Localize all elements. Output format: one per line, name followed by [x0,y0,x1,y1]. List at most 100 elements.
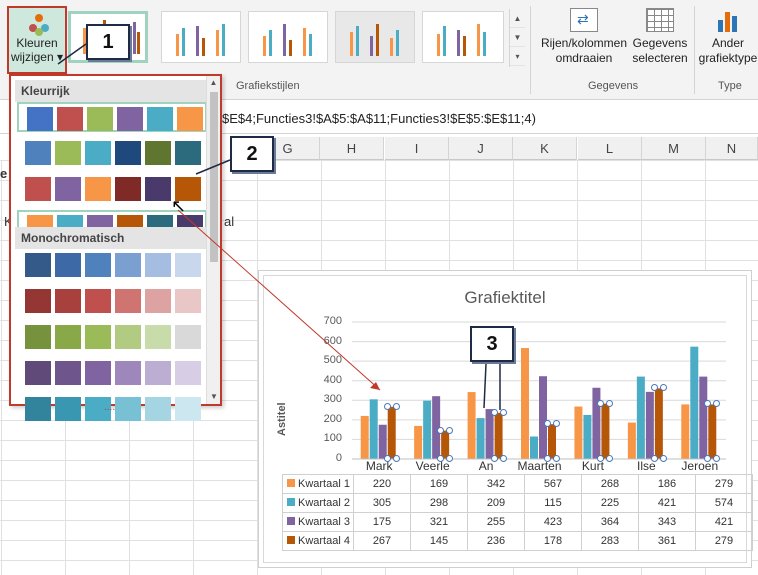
mono-palette-row[interactable] [17,250,207,280]
column-header-n[interactable]: N [706,137,758,160]
dropdown-scrollbar[interactable]: ▲ ▼ [206,76,220,404]
bar-chart-icon [714,8,742,32]
legend-key: Kwartaal 4 [282,531,354,551]
selection-handle[interactable] [490,455,498,462]
color-swatch [27,107,53,131]
legend-key: Kwartaal 3 [282,512,354,532]
selection-handle[interactable] [499,455,507,462]
data-table-cell: 321 [410,512,468,532]
callout-3: 3 [470,326,514,362]
selection-handle[interactable] [553,420,560,428]
color-swatch [85,253,111,277]
data-table-cell: 567 [524,474,582,494]
colorful-palette-row[interactable] [17,102,207,132]
gallery-scroll[interactable]: ▲ ▼ ▾ [509,9,525,67]
legend-key: Kwartaal 2 [282,493,354,513]
more-icon[interactable]: ▾ [510,47,525,66]
selection-handle[interactable] [446,426,454,434]
color-swatch [55,325,81,349]
selection-handle[interactable] [499,408,507,416]
color-swatch [55,253,81,277]
color-swatch [85,141,111,165]
data-table-cell: 220 [353,474,411,494]
data-table-cell: 361 [638,531,696,551]
chart-style-thumb[interactable] [248,11,328,63]
color-swatch [175,289,201,313]
data-table-cell: 186 [638,474,696,494]
axis-title[interactable]: Astitel [276,402,288,436]
color-swatch [55,177,81,201]
data-table-cell: 175 [353,512,411,532]
selection-handle[interactable] [437,455,445,462]
switch-icon: ⇄ [570,8,598,32]
resize-grip-icon[interactable]: .... [104,402,116,413]
scroll-thumb[interactable] [210,92,218,262]
switch-row-column-button[interactable]: ⇄ Rijen/kolommen omdraaien [538,8,630,66]
selection-handle[interactable] [659,384,667,392]
selection-handle[interactable] [713,455,721,462]
selection-handle[interactable] [704,455,712,462]
chart-style-thumb[interactable] [335,11,415,63]
selection-handle[interactable] [597,399,605,407]
selection-handle[interactable] [606,455,614,462]
legend-swatch [287,498,295,506]
column-header-k[interactable]: K [513,137,577,160]
selection-handle[interactable] [490,408,498,416]
selection-handle[interactable] [606,399,614,407]
mono-palette-row[interactable] [17,286,207,316]
selection-handle[interactable] [392,455,400,462]
x-category-label: Veerle [415,459,450,473]
column-header-i[interactable]: I [385,137,449,160]
selection-handle[interactable] [544,455,551,462]
colorful-palette-row[interactable] [17,138,207,168]
selection-handle[interactable] [650,455,658,462]
chevron-down-icon[interactable]: ▼ [510,28,525,47]
mono-palette-row[interactable] [17,358,207,388]
data-table-row: Kwartaal 3 175 321 255 423 364 343 421 [282,512,753,532]
chart-style-thumb[interactable] [161,11,241,63]
colorful-palette-row[interactable] [17,174,207,204]
color-swatch [25,325,51,349]
section-colorful: Kleurrijk [15,80,207,102]
data-table-cell: 305 [353,493,411,513]
color-swatch [145,397,171,421]
mono-palette-row[interactable] [17,394,207,424]
data-table-cell: 209 [467,493,525,513]
selection-handle[interactable] [553,455,560,462]
column-header-m[interactable]: M [642,137,706,160]
column-header-l[interactable]: L [578,137,642,160]
chevron-down-icon: ▾ [57,50,64,64]
color-swatch [85,397,111,421]
x-category-label: Kurt [581,459,604,473]
color-swatch [25,361,51,385]
chevron-up-icon[interactable]: ▲ [510,9,525,28]
color-swatch [25,397,51,421]
selection-handle[interactable] [437,426,445,434]
color-swatch [115,361,141,385]
chart-style-thumb[interactable] [422,11,504,63]
selection-handle[interactable] [704,400,712,408]
change-chart-type-button[interactable]: Ander grafiektype [698,8,758,66]
selection-handle[interactable] [446,455,454,462]
column-header-h[interactable]: H [320,137,384,160]
chevron-up-icon[interactable]: ▲ [209,78,218,87]
column-header-j[interactable]: J [449,137,513,160]
selection-handle[interactable] [383,455,391,462]
selection-handle[interactable] [544,420,551,428]
switch-label-2: omdraaien [555,51,613,65]
selection-handle[interactable] [392,402,400,410]
selection-handle[interactable] [597,455,605,462]
x-category-label: Jeroen [681,459,719,473]
selection-handle[interactable] [383,402,391,410]
selection-handle[interactable] [713,400,721,408]
mono-palette-row[interactable] [17,322,207,352]
change-colors-button[interactable]: Kleuren wijzigen ▾ [7,6,67,74]
color-swatch [25,253,51,277]
chart-title[interactable]: Grafiektitel [464,288,546,307]
color-swatch [85,177,111,201]
select-data-button[interactable]: Gegevens selecteren [630,8,690,66]
color-swatch [115,289,141,313]
selection-handle[interactable] [659,455,667,462]
selection-handle[interactable] [650,384,658,392]
chevron-down-icon[interactable]: ▼ [210,392,218,401]
